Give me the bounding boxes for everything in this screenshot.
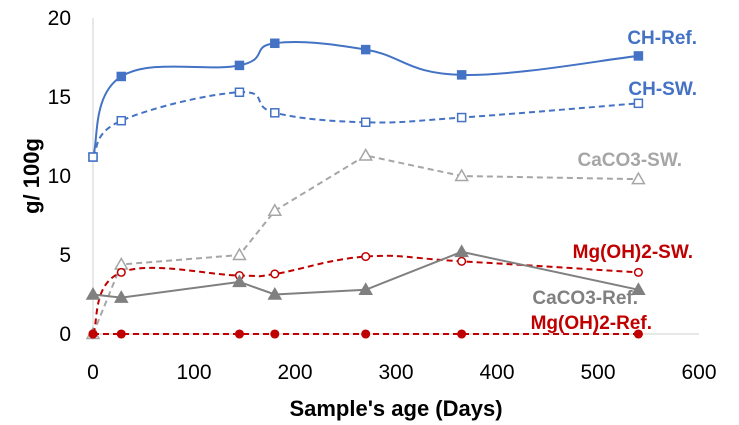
data-point xyxy=(358,282,373,296)
y-tick-label: 5 xyxy=(59,244,71,267)
data-point xyxy=(270,38,280,49)
y-axis-title: g/ 100g xyxy=(19,138,44,214)
data-point xyxy=(232,274,247,288)
data-point xyxy=(457,329,467,339)
series-label-2: CaCO3-SW. xyxy=(577,150,682,171)
y-tick-label: 10 xyxy=(48,165,71,188)
series-label-0: CH-Ref. xyxy=(627,28,697,49)
data-point xyxy=(267,286,283,300)
series-labels: CH-Ref. CH-SW. CaCO3-SW. Mg(OH)2-SW. CaCO3-R… xyxy=(531,28,697,334)
data-point xyxy=(234,60,245,71)
data-point xyxy=(88,329,98,339)
data-point xyxy=(88,152,98,162)
x-tick-label: 500 xyxy=(580,361,615,384)
y-tick-label: 0 xyxy=(59,323,71,346)
data-point xyxy=(633,267,643,277)
series-line xyxy=(92,91,639,158)
data-point xyxy=(631,282,646,296)
data-point xyxy=(85,286,101,300)
series-2 xyxy=(85,147,646,340)
series-label-1: CH-SW. xyxy=(628,79,697,100)
data-point xyxy=(631,171,646,185)
x-tick-label: 400 xyxy=(479,361,514,384)
series-5 xyxy=(88,329,643,339)
y-tick-label: 15 xyxy=(48,86,71,109)
series-0 xyxy=(88,38,644,162)
series-label-4: CaCO3-Ref. xyxy=(532,288,638,309)
data-point xyxy=(116,267,126,277)
data-point xyxy=(457,256,467,266)
data-point xyxy=(116,329,126,339)
data-point xyxy=(270,329,280,339)
series-label-3: Mg(OH)2-SW. xyxy=(573,242,693,263)
data-point xyxy=(270,269,280,279)
data-point xyxy=(116,115,127,126)
data-point xyxy=(454,168,469,182)
series-layer xyxy=(85,38,646,340)
series-1 xyxy=(88,87,644,162)
data-point xyxy=(633,329,643,339)
data-point xyxy=(270,108,280,118)
x-tick-label: 600 xyxy=(681,361,716,384)
data-point xyxy=(113,256,129,270)
data-point xyxy=(361,252,371,262)
x-tick-label: 100 xyxy=(176,361,211,384)
series-label-5: Mg(OH)2-Ref. xyxy=(531,313,652,334)
data-point xyxy=(234,87,245,98)
x-tick-label: 0 xyxy=(87,361,99,384)
data-point xyxy=(361,329,371,339)
series-4 xyxy=(85,244,646,303)
data-point xyxy=(116,71,127,82)
data-point xyxy=(454,244,469,258)
series-line xyxy=(92,41,639,158)
data-point xyxy=(633,51,644,61)
data-point xyxy=(232,247,247,261)
data-point xyxy=(633,98,644,109)
data-point xyxy=(456,112,467,123)
data-point xyxy=(234,329,244,339)
y-tick-label: 20 xyxy=(48,7,71,30)
x-tick-label: 300 xyxy=(378,361,413,384)
data-point xyxy=(456,70,467,80)
data-point xyxy=(360,117,371,128)
x-tick-label: 200 xyxy=(277,361,312,384)
x-axis-title: Sample's age (Days) xyxy=(289,396,502,421)
data-point xyxy=(360,44,371,55)
data-point xyxy=(267,203,283,217)
data-point xyxy=(358,147,373,161)
data-point xyxy=(113,290,129,303)
